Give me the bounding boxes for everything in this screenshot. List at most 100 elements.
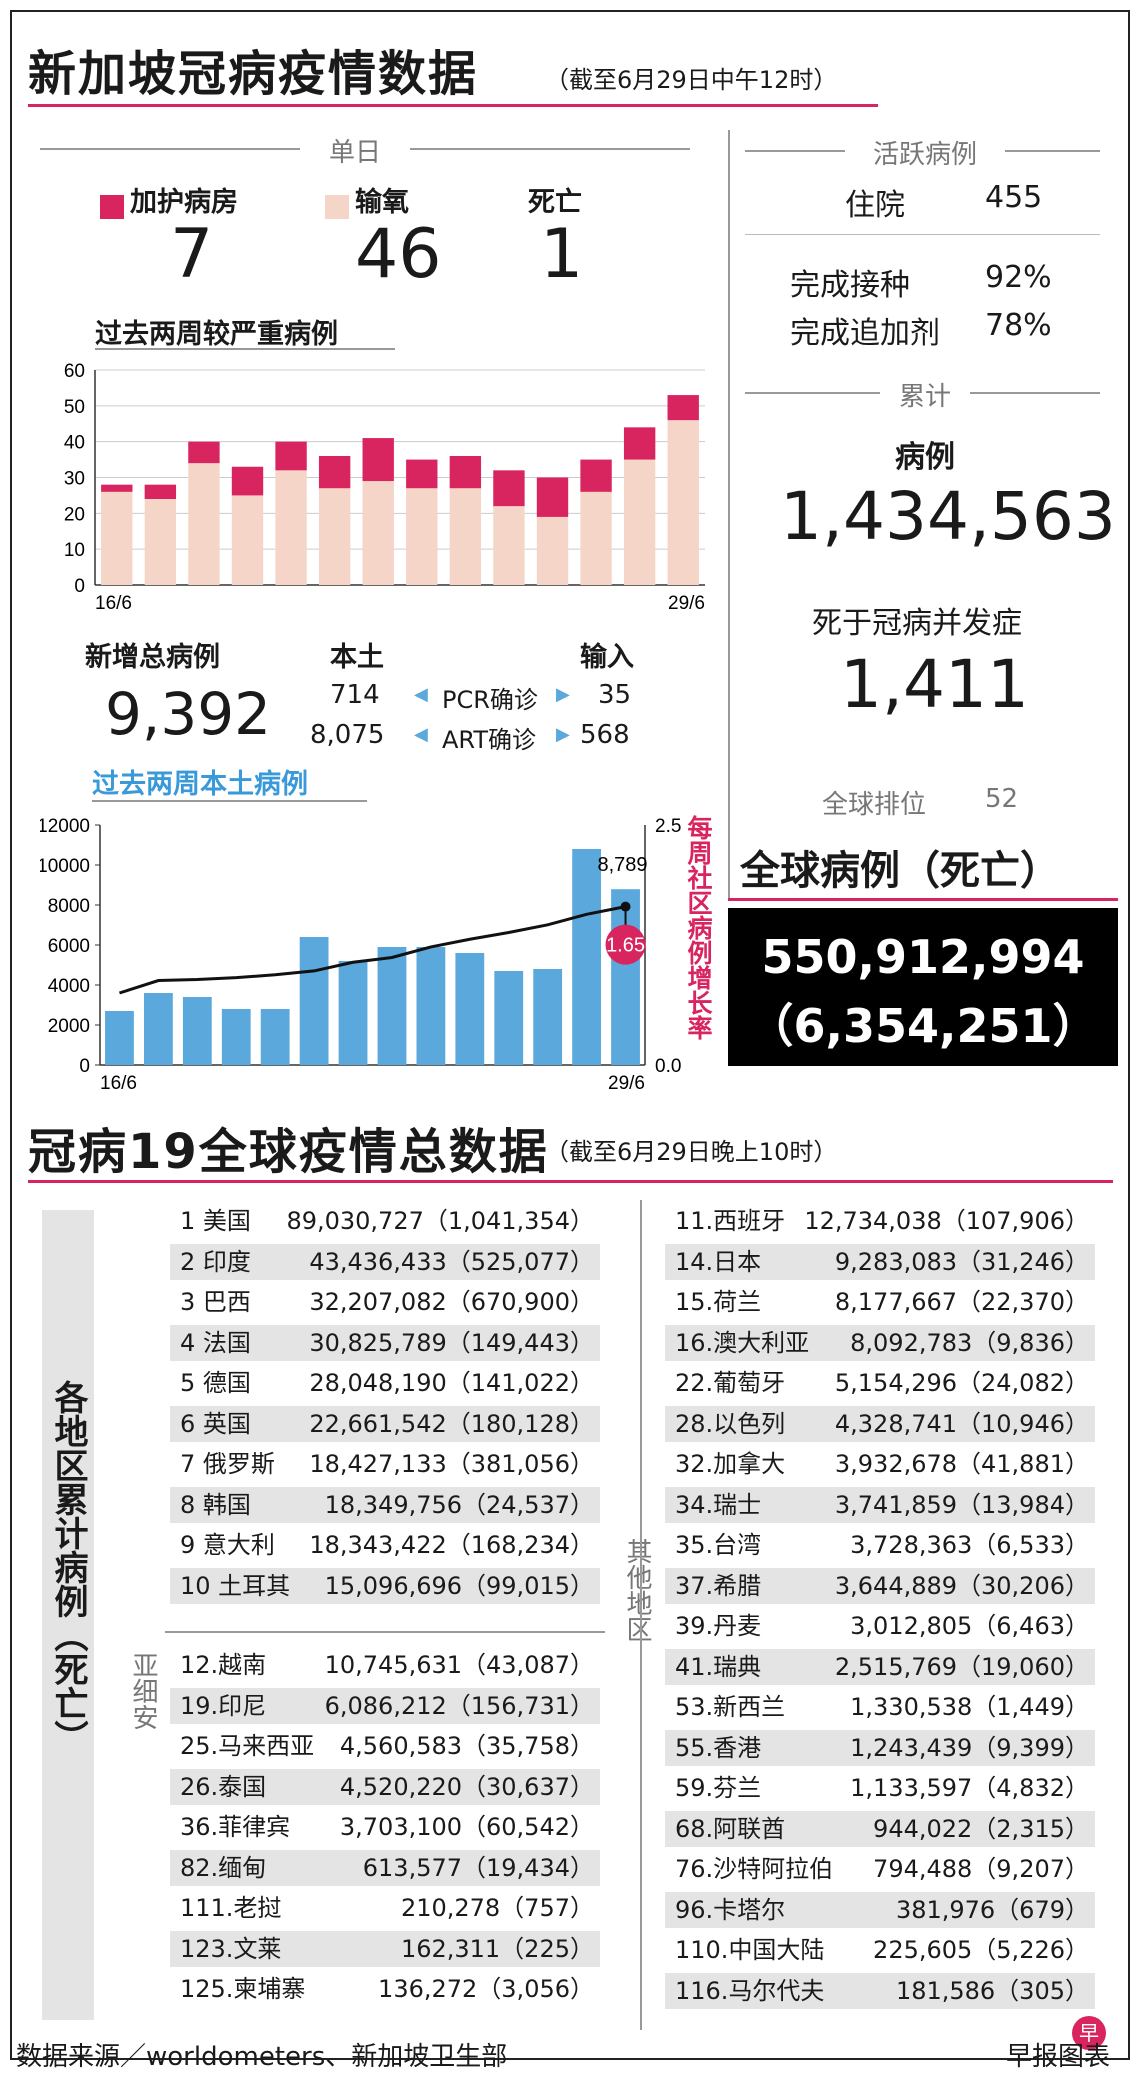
case-count: 12,734,038（107,906）	[804, 1207, 1089, 1235]
art-local-value: 8,075	[310, 720, 385, 750]
x-tick-label: 16/6	[95, 593, 132, 614]
country-name: 7 俄罗斯	[180, 1450, 275, 1478]
local-case-bar	[416, 947, 446, 1065]
oxygen-bar	[188, 463, 220, 585]
icu-swatch	[100, 194, 124, 219]
case-count: 8,092,783（9,836）	[850, 1328, 1089, 1357]
local-title-rule	[92, 800, 367, 802]
rank-value: 52	[985, 784, 1019, 814]
oxygen-bar	[449, 488, 482, 585]
global-underline	[728, 898, 1118, 901]
table-row: 53.新西兰 1,330,538（1,449）	[665, 1689, 1095, 1725]
case-count: 15,096,696（99,015）	[324, 1571, 594, 1600]
table-row: 2 印度 43,436,433（525,077）	[170, 1243, 600, 1280]
global-deaths-value: （6,354,251）	[747, 999, 1099, 1053]
case-count: 43,436,433（525,077）	[309, 1247, 594, 1276]
oxygen-bar	[667, 420, 699, 585]
table-subtitle: （截至6月29日晚上10时）	[545, 1138, 838, 1166]
oxygen-bar	[362, 481, 394, 585]
icu-bar	[667, 395, 699, 421]
y-tick-label: 10	[64, 540, 85, 561]
cumulative-heading: 累计	[880, 376, 970, 413]
country-name: 8 韩国	[180, 1490, 251, 1519]
case-count: 18,427,133（381,056）	[309, 1450, 594, 1478]
cumulative-cases-value: 1,434,563	[780, 478, 1116, 555]
hosp-rule	[745, 234, 1100, 235]
last-bar-annotation: 8,789	[598, 854, 648, 876]
y2-tick-label: 2.5	[655, 816, 681, 837]
case-count: 10,745,631（43,087）	[324, 1651, 594, 1679]
table-title-underline	[28, 1180, 1113, 1183]
oxygen-bar	[406, 488, 438, 585]
icu-value: 7	[170, 215, 214, 294]
vaccinated-label: 完成接种	[790, 268, 910, 303]
table-row: 59.芬兰 1,133,597（4,832）	[665, 1770, 1095, 1806]
country-name: 82.缅甸	[180, 1853, 267, 1882]
hosp-label: 住院	[845, 188, 905, 223]
table-row: 36.菲律宾 3,703,100（60,542）	[170, 1809, 600, 1845]
local-case-bar	[105, 1011, 134, 1065]
country-name: 32.加拿大	[675, 1450, 786, 1478]
global-cases-value: 550,912,994	[761, 930, 1085, 984]
arrow-left-icon: ◀	[414, 684, 428, 705]
case-count: 6,086,212（156,731）	[324, 1691, 594, 1720]
icu-bar	[580, 459, 612, 492]
y-tick-label: 6000	[48, 936, 90, 957]
local-case-bar	[221, 1009, 251, 1065]
y-tick-label: 8000	[48, 896, 90, 917]
country-name: 96.卡塔尔	[675, 1895, 786, 1924]
country-name: 123.文莱	[180, 1934, 282, 1963]
severe-title-rule	[95, 348, 395, 350]
table-row: 123.文莱 162,311（225）	[170, 1930, 600, 1967]
table-row: 7 俄罗斯 18,427,133（381,056）	[170, 1446, 600, 1482]
y-tick-label: 12000	[40, 816, 90, 837]
growth-rate-line	[119, 905, 626, 995]
y-tick-label: 0	[79, 1056, 90, 1077]
local-cases-chart: 0 2000 4000 6000 8000 10000 12000 0.0 2.5 1.65 8,7…	[40, 816, 681, 1094]
daily-heading: 单日	[300, 132, 410, 169]
oxygen-bar	[231, 495, 264, 585]
y-tick-label: 2000	[48, 1016, 90, 1037]
country-name: 1 美国	[180, 1207, 251, 1235]
table-row: 26.泰国 4,520,220（30,637）	[170, 1768, 600, 1805]
case-count: 9,283,083（31,246）	[834, 1247, 1089, 1276]
case-count: 28,048,190（141,022）	[309, 1369, 594, 1397]
local-case-bar	[299, 937, 329, 1065]
country-name: 16.澳大利亚	[675, 1328, 810, 1357]
y-tick-label: 30	[64, 469, 85, 490]
y-tick-label: 40	[64, 433, 85, 454]
country-name: 15.荷兰	[675, 1288, 762, 1316]
icu-label: 加护病房	[130, 187, 238, 218]
oxygen-bar	[536, 516, 569, 585]
y2-tick-label: 0.0	[655, 1056, 681, 1077]
rank-label: 全球排位	[822, 790, 927, 820]
deaths-label: 死于冠病并发症	[812, 606, 1022, 641]
case-count: 4,328,741（10,946）	[834, 1409, 1089, 1438]
table-row: 16.澳大利亚 8,092,783（9,836）	[665, 1324, 1095, 1361]
case-count: 1,243,439（9,399）	[850, 1733, 1089, 1762]
table-row: 25.马来西亚 4,560,583（35,758）	[170, 1728, 600, 1764]
table-row: 4 法国 30,825,789（149,443）	[170, 1324, 600, 1361]
x-tick-label: 29/6	[608, 1073, 645, 1094]
case-count: 3,728,363（6,533）	[850, 1531, 1089, 1559]
arrow-left-icon: ◀	[414, 724, 428, 745]
country-name: 125.柬埔寨	[180, 1975, 306, 2003]
oxygen-bar	[580, 491, 612, 585]
case-count: 225,605（5,226）	[873, 1936, 1089, 1964]
country-name: 25.马来西亚	[180, 1732, 315, 1760]
table-row: 37.希腊 3,644,889（30,206）	[665, 1567, 1095, 1604]
death-value: 1	[540, 215, 584, 294]
table-row: 32.加拿大 3,932,678（41,881）	[665, 1446, 1095, 1482]
country-name: 10 土耳其	[180, 1571, 291, 1600]
table-row: 12.越南 10,745,631（43,087）	[170, 1647, 600, 1683]
local-case-bar	[182, 997, 212, 1065]
asean-divider	[165, 1631, 605, 1633]
case-count: 1,133,597（4,832）	[850, 1774, 1089, 1802]
case-count: 794,488（9,207）	[873, 1855, 1089, 1883]
art-label: ART确诊	[442, 726, 537, 754]
table-row: 22.葡萄牙 5,154,296（24,082）	[665, 1365, 1095, 1401]
growth-rate-point	[620, 901, 631, 912]
art-import-value: 568	[580, 720, 630, 750]
death-label: 死亡	[528, 187, 582, 218]
case-count: 3,012,805（6,463）	[850, 1612, 1089, 1640]
